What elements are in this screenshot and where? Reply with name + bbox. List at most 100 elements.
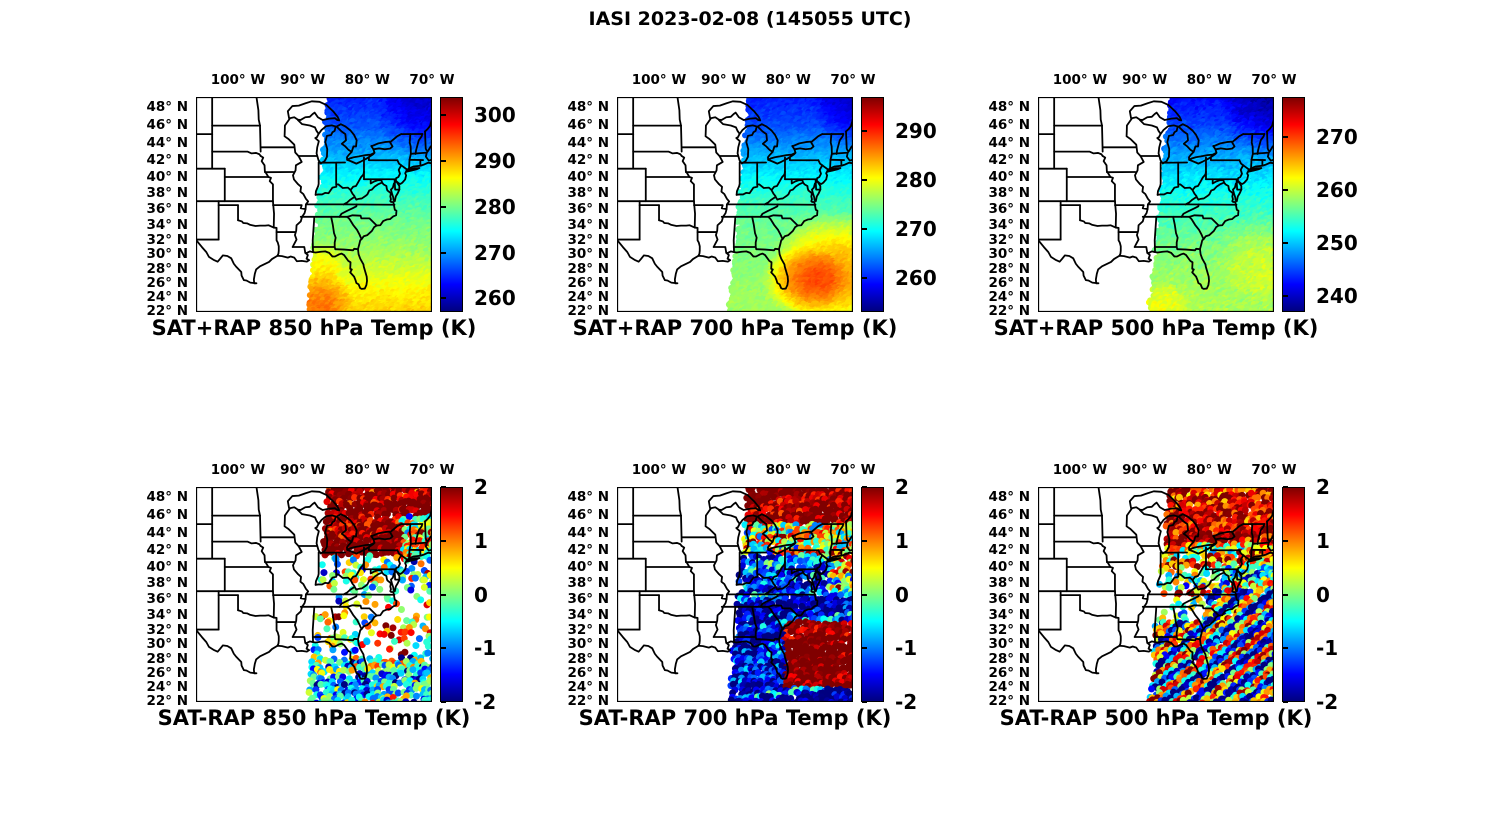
colorbar-tick [1283, 701, 1288, 703]
colorbar [861, 97, 884, 312]
lat-tick-label: 44° N [988, 524, 1030, 541]
lat-tick-label: 36° N [567, 591, 609, 608]
lon-tick-label: 70° W [409, 462, 455, 478]
lon-tick-label: 80° W [765, 72, 811, 88]
colorbar-tick [441, 486, 446, 488]
colorbar-tick-label: -1 [474, 636, 497, 661]
lat-tick-label: 46° N [567, 507, 609, 524]
lat-tick-label: 22° N [567, 692, 609, 709]
lon-tick-label: 100° W [1052, 462, 1108, 478]
colorbar-tick-label: 290 [474, 149, 516, 174]
lon-tick-label: 100° W [1052, 72, 1108, 88]
lon-tick-label: 90° W [1122, 72, 1168, 88]
colorbar-tick-label: 1 [895, 528, 909, 553]
lat-tick-label: 28° N [146, 260, 188, 277]
colorbar-tick [862, 647, 867, 650]
lat-tick-label: 48° N [146, 98, 188, 115]
colorbar-tick-label: 0 [474, 582, 488, 607]
panel-sat-minus-rap-500: SAT-RAP 500 hPa Temp (K) 100° W 90° W 80° … [988, 462, 1338, 730]
lon-tick-label: 90° W [1122, 462, 1168, 478]
lon-tick-label: 70° W [830, 72, 876, 88]
panel-sat-plus-rap-500: SAT+RAP 500 hPa Temp (K) 100° W 90° W 80° … [988, 72, 1357, 340]
lat-tick-label: 22° N [146, 692, 188, 709]
colorbar [1282, 97, 1305, 312]
colorbar-tick [441, 647, 446, 650]
lat-tick-label: 48° N [146, 488, 188, 505]
colorbar-tick [441, 701, 446, 703]
colorbar-tick-label: 280 [895, 168, 937, 193]
colorbar-tick [862, 179, 867, 182]
lon-tick-label: 100° W [210, 72, 266, 88]
lat-tick-label: 30° N [146, 246, 188, 263]
panel-title: SAT-RAP 700 hPa Temp (K) [578, 706, 892, 730]
lat-tick-label: 26° N [146, 274, 188, 291]
map-canvas [617, 97, 853, 312]
colorbar-tick [862, 130, 867, 133]
lat-tick-label: 44° N [146, 524, 188, 541]
lon-tick-label: 80° W [1186, 462, 1232, 478]
panel-title: SAT+RAP 500 hPa Temp (K) [993, 316, 1319, 340]
colorbar-tick-label: 0 [1316, 582, 1330, 607]
lat-tick-label: 48° N [988, 488, 1030, 505]
colorbar-tick [441, 539, 446, 542]
lon-tick-label: 80° W [344, 462, 390, 478]
lat-tick-label: 38° N [146, 575, 188, 592]
lat-tick-label: 42° N [567, 152, 609, 169]
colorbar-tick [1283, 486, 1288, 488]
panel-sat-minus-rap-700: SAT-RAP 700 hPa Temp (K) 100° W 90° W 80° … [567, 462, 917, 730]
lat-tick-label: 24° N [146, 678, 188, 695]
lat-tick-label: 44° N [988, 134, 1030, 151]
lon-tick-label: 100° W [631, 72, 687, 88]
map-canvas [1038, 487, 1274, 702]
panel-title: SAT-RAP 500 hPa Temp (K) [999, 706, 1313, 730]
lat-tick-label: 38° N [567, 575, 609, 592]
colorbar-tick [862, 227, 867, 230]
lon-tick-label: 70° W [1251, 72, 1297, 88]
colorbar-tick-label: 290 [895, 119, 937, 144]
lat-tick-label: 34° N [988, 216, 1030, 233]
lat-tick-label: 26° N [567, 274, 609, 291]
colorbar-tick-label: 1 [474, 528, 488, 553]
lat-tick-label: 22° N [988, 302, 1030, 319]
colorbar-tick [441, 114, 446, 117]
lat-tick-label: 24° N [988, 678, 1030, 695]
map-canvas [196, 487, 432, 702]
lat-tick-label: 40° N [567, 558, 609, 575]
colorbar-tick [1283, 188, 1288, 191]
lat-tick-label: 44° N [146, 134, 188, 151]
panel-sat-minus-rap-850: SAT-RAP 850 hPa Temp (K) 100° W 90° W 80° … [146, 462, 496, 730]
colorbar-tick-label: 250 [1316, 230, 1358, 255]
panel-sat-plus-rap-850: SAT+RAP 850 hPa Temp (K) 100° W 90° W 80° … [146, 72, 515, 340]
lat-tick-label: 30° N [567, 636, 609, 653]
colorbar [440, 97, 463, 312]
lat-tick-label: 40° N [567, 168, 609, 185]
colorbar-tick [862, 486, 867, 488]
lat-tick-label: 40° N [988, 558, 1030, 575]
lat-tick-label: 32° N [567, 231, 609, 248]
colorbar-tick-label: -2 [1316, 690, 1339, 714]
lat-tick-label: 42° N [567, 542, 609, 559]
colorbar-tick-label: 270 [895, 216, 937, 241]
lon-tick-label: 70° W [409, 72, 455, 88]
lat-tick-label: 34° N [567, 216, 609, 233]
lat-tick-label: 34° N [146, 216, 188, 233]
colorbar-tick-label: 2 [1316, 475, 1330, 499]
colorbar-tick [862, 276, 867, 279]
lat-tick-label: 22° N [988, 692, 1030, 709]
colorbar-tick [441, 251, 446, 254]
lat-tick-label: 44° N [567, 134, 609, 151]
lat-tick-label: 48° N [988, 98, 1030, 115]
lat-tick-label: 48° N [567, 98, 609, 115]
lon-tick-label: 80° W [344, 72, 390, 88]
colorbar-tick-label: 260 [474, 286, 516, 311]
lat-tick-label: 38° N [567, 185, 609, 202]
colorbar-tick [1283, 135, 1288, 138]
lat-tick-label: 26° N [988, 274, 1030, 291]
lat-tick-label: 34° N [988, 606, 1030, 623]
lat-tick-label: 40° N [146, 558, 188, 575]
lon-tick-label: 80° W [1186, 72, 1232, 88]
lat-tick-label: 38° N [988, 185, 1030, 202]
lat-tick-label: 30° N [988, 636, 1030, 653]
colorbar-tick [862, 593, 867, 596]
panel-title: SAT-RAP 850 hPa Temp (K) [157, 706, 471, 730]
